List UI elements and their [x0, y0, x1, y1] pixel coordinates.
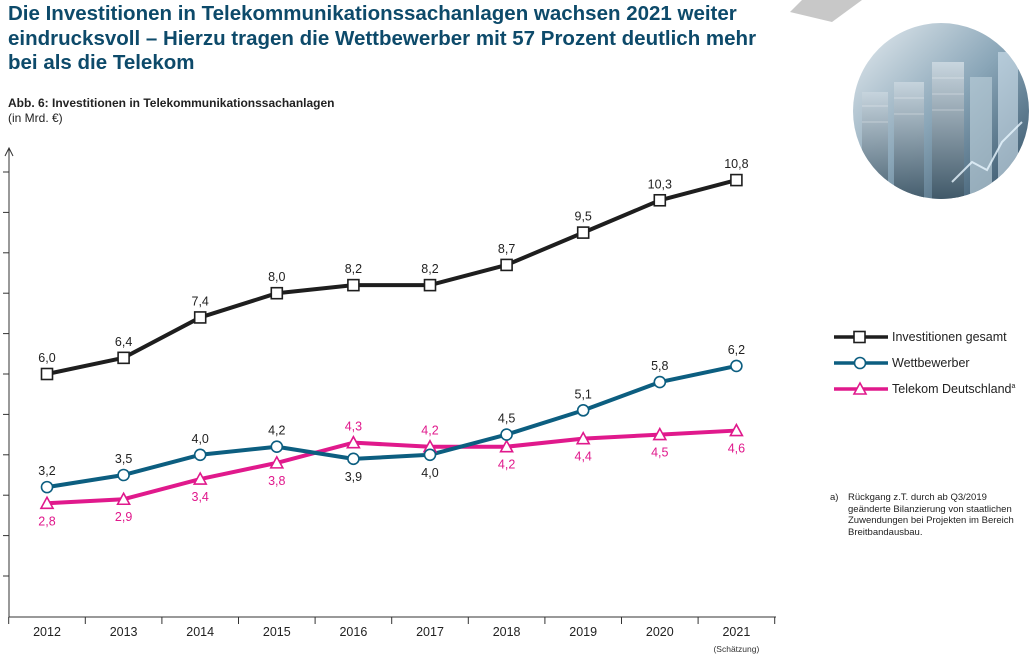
- x-tick-label: 2017: [416, 625, 444, 639]
- data-label: 3,8: [268, 474, 285, 488]
- x-tick-label: 2020: [646, 625, 674, 639]
- data-label: 8,2: [345, 262, 362, 276]
- data-label: 5,8: [651, 359, 668, 373]
- footnote-text: Rückgang z.T. durch ab Q3/2019 geänderte…: [848, 492, 1014, 538]
- data-point-circle: [347, 452, 360, 466]
- data-point-circle: [500, 428, 513, 441]
- legend-item-telekom: Telekom Deutschlanda: [832, 380, 1032, 406]
- series-lines: [45, 178, 739, 506]
- series-markers: [39, 173, 744, 510]
- data-label: 4,5: [498, 412, 515, 426]
- data-point-circle: [270, 440, 284, 454]
- data-point-square: [40, 367, 54, 381]
- data-label: 4,2: [421, 424, 438, 438]
- x-tick-label: 2016: [339, 625, 367, 639]
- x-tick-label: 2014: [186, 625, 214, 639]
- data-point-square: [500, 258, 513, 272]
- data-label: 6,2: [728, 343, 745, 357]
- legend-swatch-square: [834, 330, 888, 344]
- data-label: 6,0: [38, 351, 55, 365]
- x-tick-label: 2012: [33, 625, 61, 639]
- data-point-square: [730, 173, 743, 187]
- legend-swatch-triangle: [834, 381, 888, 395]
- data-label: 4,6: [728, 442, 745, 456]
- unit-label: (in Mrd. €): [8, 111, 63, 125]
- data-label: 2,8: [38, 514, 55, 528]
- data-point-triangle: [192, 471, 208, 485]
- data-label: 3,4: [192, 490, 209, 504]
- data-point-circle: [117, 468, 130, 482]
- legend-label-competitors: Wettbewerber: [892, 356, 970, 370]
- data-point-triangle: [269, 455, 285, 469]
- data-label: 6,4: [115, 335, 132, 349]
- data-label: 10,8: [724, 157, 748, 171]
- data-label: 7,4: [192, 294, 209, 308]
- series-line-investitionen-gesamt: [45, 178, 739, 376]
- data-point-circle: [576, 404, 590, 417]
- y-axis-arrow: [4, 146, 14, 157]
- data-label: 2,9: [115, 510, 132, 524]
- data-point-square: [270, 286, 284, 300]
- page-headline: Die Investitionen in Telekommunikationss…: [8, 2, 757, 74]
- data-point-square: [576, 226, 590, 239]
- x-tick-label: 2015: [263, 625, 291, 639]
- legend-item-competitors: Wettbewerber: [832, 354, 1032, 380]
- figure-label: Abb. 6: Investitionen in Telekommunikati…: [8, 96, 335, 110]
- data-label: 10,3: [648, 177, 672, 191]
- coins-photo: [853, 23, 1029, 199]
- data-label: 3,5: [115, 452, 132, 466]
- data-point-circle: [730, 359, 743, 373]
- x-tick-label: 2021: [722, 625, 750, 639]
- data-point-triangle: [652, 426, 668, 441]
- legend-label-total: Investitionen gesamt: [892, 330, 1007, 344]
- data-label: 8,2: [421, 262, 438, 276]
- data-point-triangle: [499, 439, 514, 453]
- data-label: 3,9: [345, 470, 362, 484]
- series-line-wettbewerber: [45, 363, 739, 490]
- data-point-circle: [193, 448, 207, 462]
- footnote: a) Rückgang z.T. durch ab Q3/2019 geände…: [830, 492, 1030, 538]
- legend-swatch-circle: [834, 356, 888, 370]
- data-label: 4,0: [192, 432, 209, 446]
- value-labels: 6,0 6,4 7,4 8,0 8,2 8,2 8,7 9,5 10,3 10,8 3,2 3,5 4,…: [38, 157, 748, 528]
- data-label: 4,2: [498, 458, 515, 472]
- data-label: 4,2: [268, 424, 285, 438]
- data-point-square: [117, 351, 130, 365]
- data-label: 8,7: [498, 242, 515, 256]
- data-label: 4,3: [345, 420, 362, 434]
- data-point-circle: [423, 448, 437, 462]
- footnote-marker: a): [830, 492, 839, 503]
- footnote-ref: a: [1011, 382, 1016, 390]
- chart-legend: Investitionen gesamt Wettbewerber Teleko…: [832, 328, 1032, 406]
- data-point-triangle: [346, 435, 361, 449]
- chart-axes: [3, 146, 776, 624]
- data-point-circle: [653, 375, 667, 389]
- data-point-triangle: [729, 422, 744, 437]
- legend-label-telekom: Telekom Deutschlanda: [892, 382, 1016, 396]
- data-label: 4,4: [575, 450, 592, 464]
- data-point-square: [347, 278, 360, 292]
- legend-item-total: Investitionen gesamt: [832, 328, 1032, 354]
- data-label: 5,1: [575, 387, 592, 401]
- series-line-telekom-deutschland: [45, 428, 739, 506]
- x-tick-labels: 2012 2013 2014 2015 2016 2017 2018 2019 2020 2021…: [33, 625, 759, 654]
- x-tick-label: 2013: [110, 625, 138, 639]
- data-point-circle: [40, 480, 54, 494]
- data-point-triangle: [39, 495, 55, 510]
- line-chart: 6,0 6,4 7,4 8,0 8,2 8,2 8,7 9,5 10,3 10,8 3,2 3,5 4,…: [3, 146, 776, 654]
- data-label: 4,0: [421, 466, 438, 480]
- data-label: 8,0: [268, 270, 285, 284]
- data-point-square: [423, 278, 437, 292]
- x-tick-label: 2019: [569, 625, 597, 639]
- data-label: 3,2: [38, 464, 55, 478]
- data-point-square: [193, 311, 207, 324]
- data-point-triangle: [116, 491, 131, 506]
- x-tick-note: (Schätzung): [713, 644, 759, 654]
- data-point-triangle: [575, 430, 591, 445]
- x-tick-label: 2018: [493, 625, 521, 639]
- data-point-square: [653, 193, 667, 207]
- data-label: 9,5: [575, 210, 592, 224]
- data-label: 4,5: [651, 446, 668, 460]
